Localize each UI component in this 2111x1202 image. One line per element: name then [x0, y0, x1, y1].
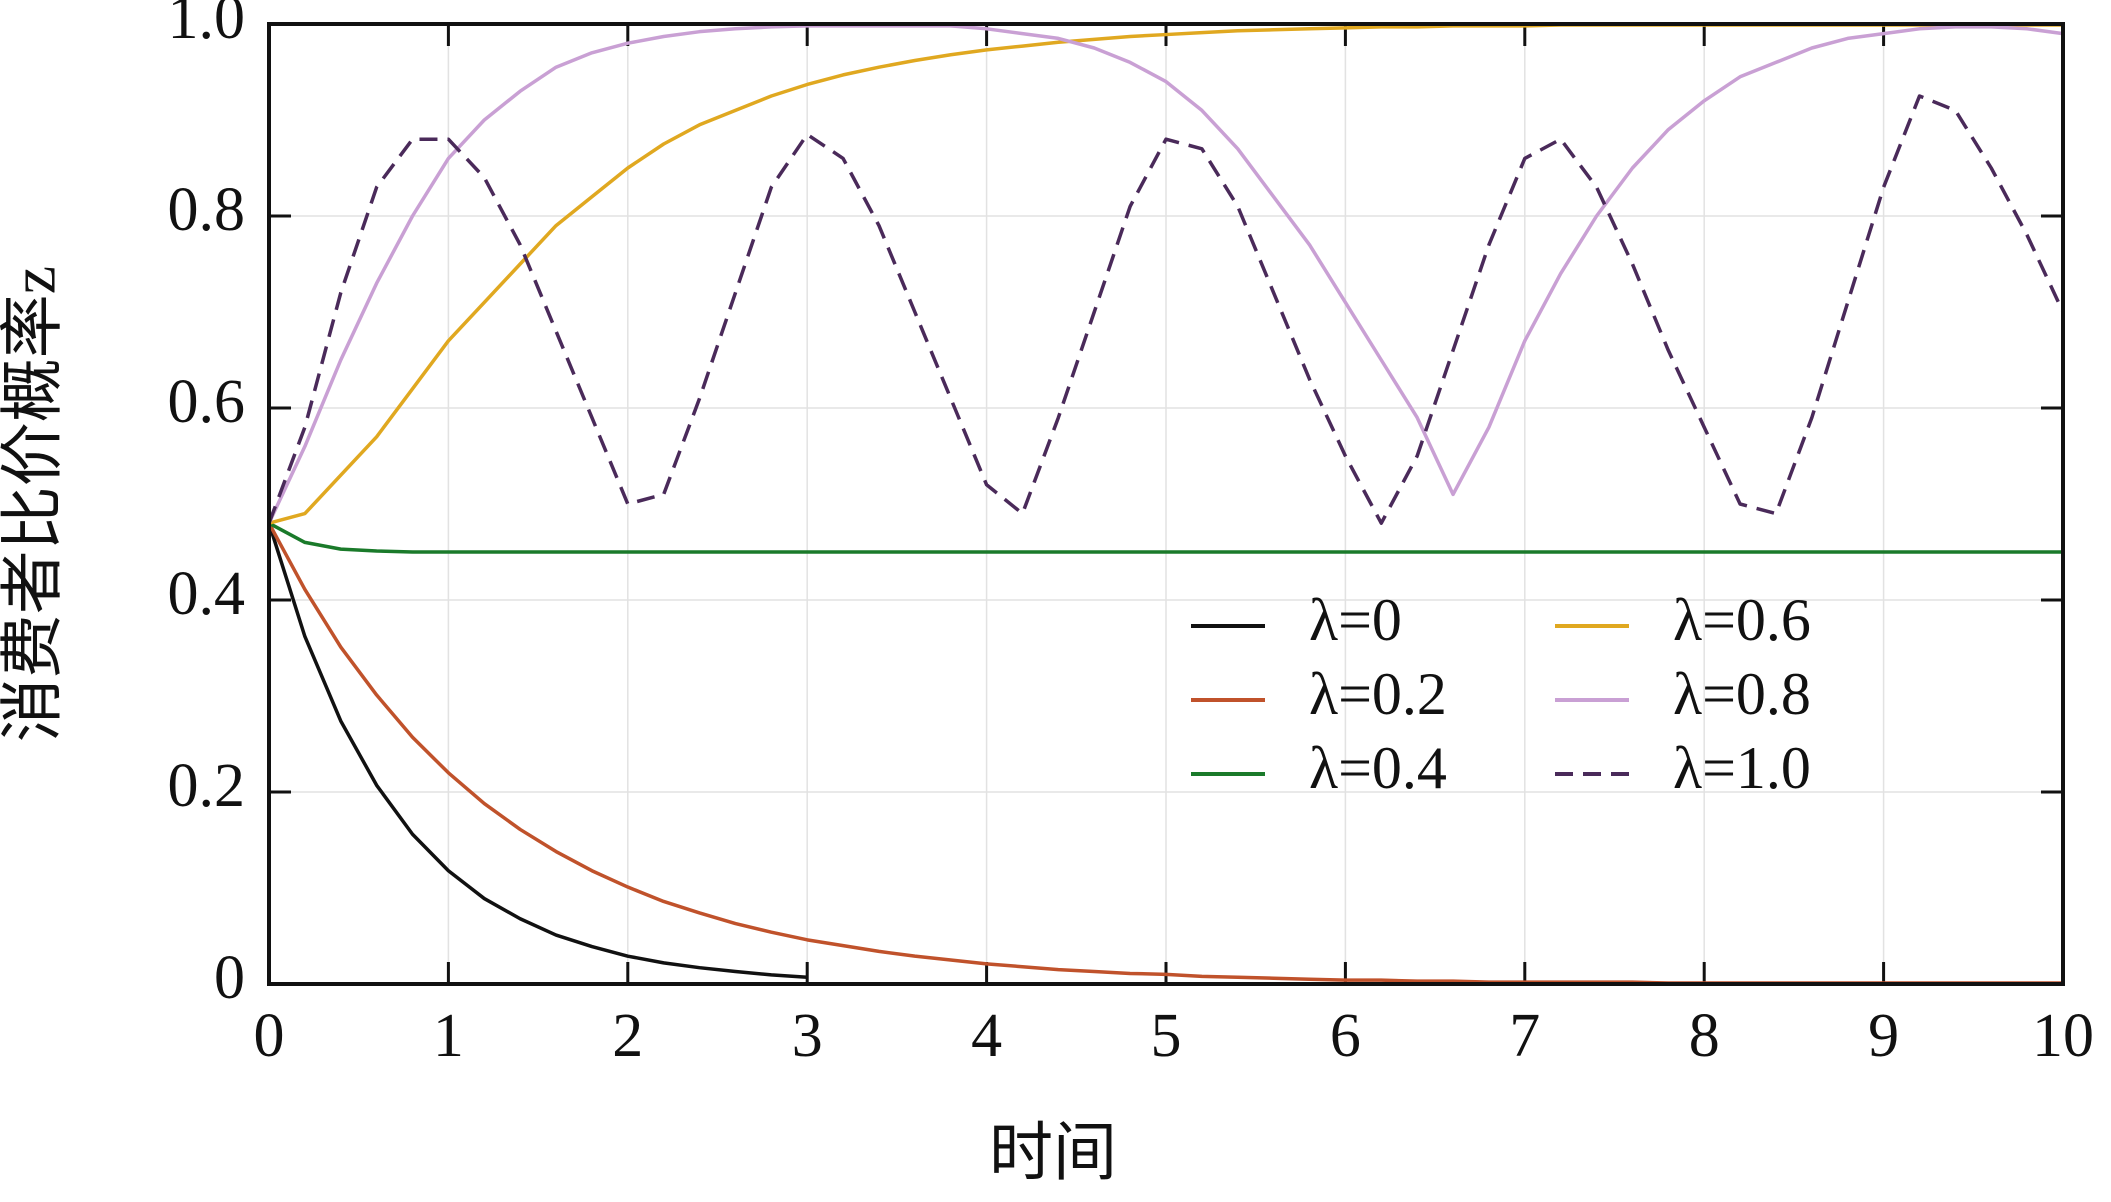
y-axis-title: 消费者比价概率z [0, 266, 69, 742]
x-axis-title: 时间 [989, 1118, 1117, 1189]
y-tick-label: 0.8 [168, 176, 246, 244]
x-tick-label: 2 [612, 1002, 643, 1070]
legend-label: λ=1.0 [1673, 735, 1811, 801]
x-tick-label: 8 [1689, 1002, 1720, 1070]
legend-label: λ=0.8 [1673, 661, 1811, 727]
series-line [268, 521, 2063, 554]
x-tick-label: 4 [971, 1002, 1002, 1070]
y-tick-label: 0 [214, 944, 245, 1012]
plot-frame [267, 22, 2065, 986]
x-tick-label: 7 [1509, 1002, 1540, 1070]
series-line [267, 522, 808, 980]
y-tick-label: 1.0 [168, 0, 246, 52]
legend-label: λ=0.2 [1309, 661, 1447, 727]
legend-label: λ=0.4 [1309, 735, 1447, 801]
x-tick-label: 9 [1868, 1002, 1899, 1070]
x-tick-label: 3 [792, 1002, 823, 1070]
legend-label: λ=0.6 [1673, 587, 1811, 653]
x-tick-label: 6 [1330, 1002, 1361, 1070]
y-tick-label: 0.4 [168, 560, 246, 628]
y-tick-label: 0.6 [168, 368, 246, 436]
series-line [267, 94, 2065, 525]
y-tick-label: 0.2 [168, 752, 246, 820]
x-tick-label: 1 [433, 1002, 464, 1070]
legend-label: λ=0 [1309, 587, 1402, 653]
x-tick-label: 0 [254, 1002, 285, 1070]
x-tick-label: 10 [2032, 1002, 2094, 1070]
series-line [267, 24, 2064, 524]
x-tick-label: 5 [1151, 1002, 1182, 1070]
